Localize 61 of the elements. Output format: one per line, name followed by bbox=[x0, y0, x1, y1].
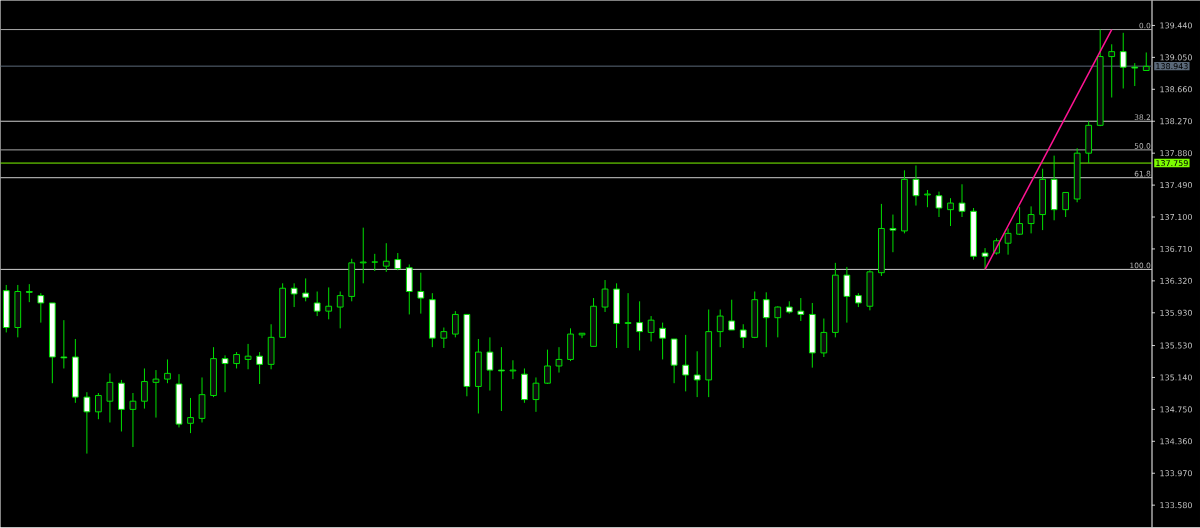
candlestick bbox=[889, 214, 897, 253]
candlestick bbox=[762, 291, 770, 348]
candlestick bbox=[935, 191, 943, 218]
candlestick bbox=[336, 291, 344, 329]
candlestick bbox=[1131, 62, 1139, 87]
candlestick bbox=[141, 368, 148, 410]
candlestick bbox=[244, 343, 252, 370]
candlestick bbox=[1108, 43, 1116, 99]
candlestick bbox=[313, 291, 321, 317]
candlestick bbox=[187, 397, 194, 434]
candlestick bbox=[302, 278, 310, 302]
candlestick bbox=[498, 346, 505, 412]
candlestick bbox=[451, 310, 459, 338]
candlestick bbox=[1027, 205, 1035, 234]
candlestick bbox=[958, 183, 966, 218]
candlestick bbox=[106, 372, 114, 424]
candlestick bbox=[129, 392, 137, 448]
candlestick bbox=[1062, 192, 1070, 218]
candlestick bbox=[739, 323, 747, 349]
candlestick bbox=[682, 334, 690, 392]
candlestick bbox=[95, 392, 102, 420]
candlestick bbox=[164, 359, 171, 384]
candlestick bbox=[152, 369, 160, 419]
candlestick bbox=[198, 377, 206, 424]
candlestick bbox=[981, 247, 989, 271]
candlestick bbox=[417, 272, 425, 315]
candlestick bbox=[843, 266, 851, 324]
candlestick bbox=[1119, 32, 1127, 90]
candlestick bbox=[659, 322, 667, 361]
candlestick bbox=[624, 292, 632, 349]
candlestick bbox=[509, 359, 517, 380]
candlestick bbox=[256, 351, 263, 385]
candlestick bbox=[647, 315, 655, 343]
candlestick bbox=[774, 305, 782, 338]
candlestick bbox=[532, 377, 540, 413]
candlestick bbox=[1016, 206, 1023, 236]
candlestick bbox=[25, 283, 33, 303]
candlestick bbox=[693, 350, 701, 398]
candlestick bbox=[797, 297, 805, 322]
candlestick bbox=[325, 287, 333, 320]
candlestick bbox=[486, 336, 494, 392]
candlestick bbox=[405, 264, 413, 316]
candlestick bbox=[1004, 228, 1012, 256]
candlestick bbox=[947, 197, 954, 227]
candlestick bbox=[728, 299, 736, 331]
candlestick bbox=[60, 319, 68, 370]
candlestick bbox=[382, 242, 390, 273]
candlestick bbox=[359, 227, 367, 284]
candlestick bbox=[716, 309, 724, 348]
candlestick bbox=[221, 354, 229, 393]
candlestick bbox=[290, 282, 298, 308]
candlestick bbox=[544, 349, 551, 385]
candlestick bbox=[636, 300, 643, 352]
candlestick bbox=[555, 346, 563, 374]
candlestick bbox=[83, 391, 91, 455]
candlestick bbox=[440, 327, 448, 349]
candlestick bbox=[37, 292, 45, 324]
candlestick bbox=[820, 318, 828, 358]
candlestick bbox=[601, 279, 609, 313]
candlestick bbox=[1142, 52, 1150, 72]
candlestick bbox=[912, 165, 920, 207]
